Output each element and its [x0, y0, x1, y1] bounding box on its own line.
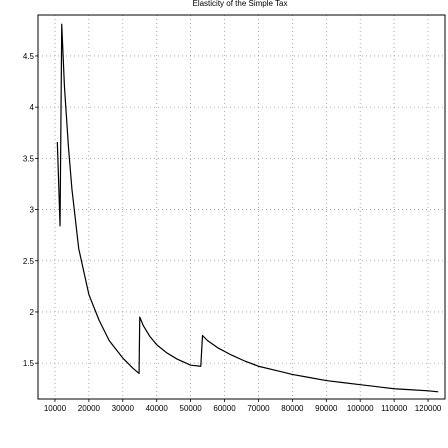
- y-tick-label: 3: [30, 206, 35, 215]
- y-tick-label: 3.5: [23, 154, 35, 163]
- y-axis-ticks: 1.5 2 2.5 3 3.5 4 4.5: [23, 52, 38, 368]
- x-tick-label: 90000: [315, 404, 338, 413]
- chart-title: Elasticity of the Simple Tax: [192, 0, 287, 8]
- series-layer: [56, 23, 439, 393]
- x-tick-label: 50000: [180, 404, 203, 413]
- x-tick-label: 20000: [78, 404, 101, 413]
- x-tick-label: 40000: [146, 404, 169, 413]
- x-tick-label: 110000: [381, 404, 408, 413]
- series-line: [56, 23, 439, 393]
- x-tick-label: 30000: [112, 404, 135, 413]
- x-tick-label: 70000: [247, 404, 270, 413]
- x-axis-ticks: 10000 20000 30000 40000 50000 60000 70000 80000…: [44, 399, 442, 413]
- y-tick-label: 2: [30, 308, 35, 317]
- y-tick-label: 2.5: [23, 257, 35, 266]
- x-tick-label: 10000: [44, 404, 67, 413]
- y-tick-label: 4.5: [23, 52, 35, 61]
- x-tick-label: 60000: [213, 404, 236, 413]
- plot-frame: [37, 14, 446, 400]
- x-tick-label: 100000: [347, 404, 374, 413]
- x-tick-label: 80000: [281, 404, 304, 413]
- y-tick-label: 4: [30, 103, 35, 112]
- x-tick-label: 120000: [415, 404, 442, 413]
- y-tick-label: 1.5: [23, 359, 35, 368]
- grid: [38, 15, 445, 399]
